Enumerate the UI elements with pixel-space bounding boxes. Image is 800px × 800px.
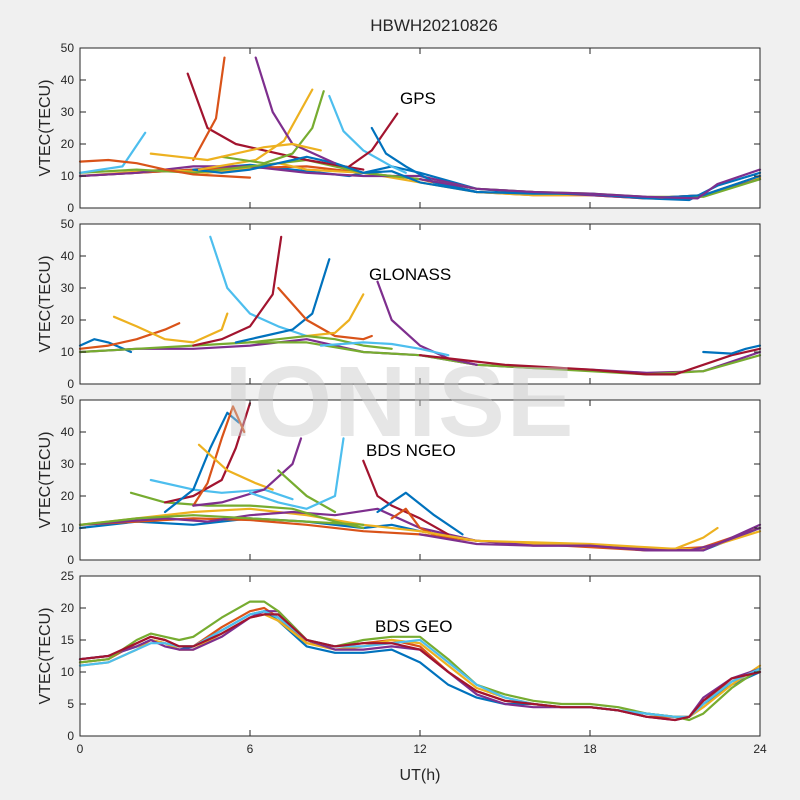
y-tick-label: 20	[61, 313, 75, 327]
series-line-10	[197, 443, 274, 491]
panel-label: BDS GEO	[375, 617, 452, 636]
series-line-9	[277, 286, 373, 341]
panel-gps: 0 10 20 30 40 50 VTEC(TECU) GPS	[37, 41, 762, 215]
series-line-13	[248, 437, 345, 510]
y-tick-label: 15	[61, 633, 75, 647]
y-tick-label: 0	[67, 201, 74, 215]
series-group	[78, 56, 762, 202]
y-tick-label: 40	[61, 73, 75, 87]
series-line-16	[390, 507, 436, 536]
y-axis-label: VTEC(TECU)	[37, 256, 54, 353]
x-tick-label: 0	[77, 742, 84, 756]
y-tick-label: 20	[61, 137, 75, 151]
panel-bds-ngeo: 0 10 20 30 40 50 VTEC(TECU) BDS NGEO	[37, 393, 762, 567]
y-axis-label: VTEC(TECU)	[37, 80, 54, 177]
y-tick-label: 40	[61, 425, 75, 439]
series-line-2	[78, 322, 181, 350]
y-axis-label: VTEC(TECU)	[37, 608, 54, 705]
y-tick-label: 30	[61, 105, 75, 119]
y-tick-label: 10	[61, 345, 75, 359]
series-line-12	[220, 90, 325, 165]
series-line-13	[328, 94, 407, 174]
series-line-11	[254, 56, 337, 165]
y-tick-label: 10	[61, 521, 75, 535]
plot-area	[80, 224, 760, 384]
y-tick-label: 40	[61, 249, 75, 263]
x-tick-label: 24	[753, 742, 767, 756]
plot-area	[80, 400, 760, 560]
series-line-18	[418, 523, 762, 552]
series-line-15	[376, 491, 464, 536]
x-tick-label: 12	[413, 742, 427, 756]
y-tick-label: 30	[61, 457, 75, 471]
series-line-17	[149, 142, 322, 162]
y-axis-label: VTEC(TECU)	[37, 432, 54, 529]
series-line-6	[78, 131, 147, 174]
x-tick-label: 18	[583, 742, 597, 756]
series-group	[78, 235, 762, 376]
y-tick-label: 50	[61, 41, 75, 55]
y-tick-label: 10	[61, 169, 75, 183]
plot-area	[80, 48, 760, 208]
series-line-10	[305, 293, 365, 338]
x-axis-label: UT(h)	[400, 767, 441, 784]
series-group	[78, 600, 762, 722]
series-group	[78, 402, 762, 552]
series-line-12	[248, 334, 393, 350]
panel-label: GPS	[400, 89, 436, 108]
plot-area	[80, 576, 760, 736]
y-tick-label: 25	[61, 569, 75, 583]
y-tick-label: 50	[61, 393, 75, 407]
panel-label: GLONASS	[369, 265, 451, 284]
y-tick-label: 0	[67, 553, 74, 567]
y-tick-label: 20	[61, 601, 75, 615]
series-line-15	[702, 344, 762, 355]
series-line-7	[186, 72, 365, 171]
series-line-7	[78, 613, 762, 722]
y-tick-label: 20	[61, 489, 75, 503]
series-line-15	[370, 126, 478, 194]
series-line-7	[192, 235, 283, 347]
figure-title: HBWH20210826	[370, 16, 498, 35]
series-line-19	[78, 514, 365, 526]
series-line-17	[418, 526, 719, 550]
series-line-3	[112, 312, 229, 344]
y-tick-label: 5	[67, 697, 74, 711]
panel-glonass: 0 10 20 30 40 50 VTEC(TECU) GLONASS	[37, 217, 762, 391]
y-tick-label: 0	[67, 729, 74, 743]
series-line-9	[192, 56, 226, 162]
series-line-18	[418, 168, 762, 200]
series-line-11	[192, 437, 303, 507]
series-line-6	[149, 478, 294, 501]
series-line-1	[78, 338, 133, 354]
y-tick-label: 10	[61, 665, 75, 679]
panel-bds-geo: 0 5 10 15 20 25 0 6 12 18 24 VTEC(TECU) BDS GEO	[37, 569, 767, 756]
series-line-8	[234, 258, 331, 344]
series-line-14	[362, 459, 450, 536]
series-line-13	[319, 341, 450, 357]
y-tick-label: 50	[61, 217, 75, 231]
series-line-14	[348, 112, 399, 168]
series-line-10	[197, 88, 314, 171]
x-tick-label: 6	[247, 742, 254, 756]
series-line-9	[192, 405, 246, 507]
series-line-12	[277, 469, 337, 514]
panel-label: BDS NGEO	[366, 441, 456, 460]
series-line-8	[163, 411, 240, 514]
y-tick-label: 0	[67, 377, 74, 391]
series-line-16	[78, 158, 252, 179]
series-line-14	[418, 347, 762, 376]
y-tick-label: 30	[61, 281, 75, 295]
